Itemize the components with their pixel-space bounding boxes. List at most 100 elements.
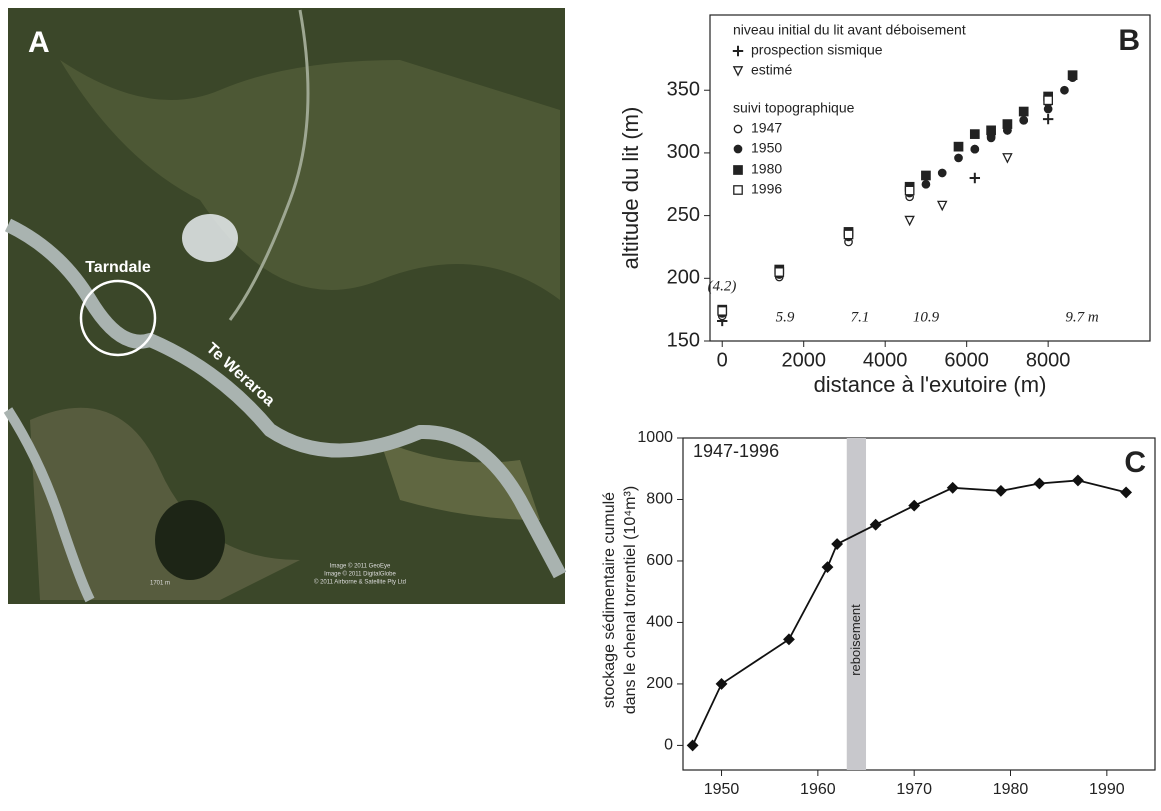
x-tick-label: 6000: [944, 349, 989, 371]
y-tick-label: 600: [646, 552, 673, 569]
data-point: [831, 538, 844, 550]
marker: [717, 306, 728, 316]
cloud: [182, 214, 238, 262]
marker: [986, 125, 996, 136]
x-tick-label: 0: [717, 349, 728, 371]
panel-label: A: [28, 26, 50, 59]
marker: [921, 179, 931, 189]
legend-marker: [733, 165, 743, 175]
x-tick-label: 1950: [704, 781, 740, 798]
x-tick-label: 2000: [781, 349, 826, 371]
y-tick-label: 300: [667, 141, 700, 163]
legend-marker: [733, 124, 743, 134]
annotation: 9.7 m: [1065, 309, 1099, 325]
terrain: [60, 60, 560, 300]
data-point: [1072, 474, 1084, 487]
annotation: 10.9: [913, 309, 940, 325]
annotation: (4.2): [708, 278, 737, 294]
marker: [1060, 85, 1069, 95]
y-tick-label: 200: [667, 267, 700, 289]
marker: [774, 267, 785, 277]
terrain: [30, 407, 300, 600]
marker: [1002, 153, 1013, 164]
y-tick-label: 1000: [637, 429, 673, 446]
data-point: [783, 633, 795, 646]
marker: [953, 141, 964, 152]
x-tick-label: 8000: [1026, 349, 1071, 371]
y-axis-title: altitude du lit (m): [618, 107, 643, 270]
marker: [921, 170, 931, 181]
marker: [904, 185, 915, 196]
data-point: [869, 518, 882, 531]
data-point: [946, 481, 959, 494]
shadow: [155, 500, 225, 580]
place-label: Tarndale: [85, 259, 151, 276]
y-tick-label: 350: [667, 79, 700, 101]
y-tick-label: 800: [646, 491, 673, 508]
credit: Image © 2011 GeoEye: [330, 563, 391, 570]
plot-frame: [709, 14, 1151, 342]
shaded-band: [846, 438, 867, 770]
panel-label: B: [1118, 24, 1140, 57]
satellite-image: A Tarndale Te Weraroa 1701 m Image © 201…: [3, 8, 567, 604]
road: [228, 9, 310, 321]
highlight-circle: [79, 279, 157, 357]
marker: [936, 200, 948, 212]
scale-label: 1701 m: [150, 581, 170, 587]
annotation: 5.9: [776, 309, 795, 325]
marker: [986, 133, 996, 143]
data-point: [994, 484, 1007, 497]
plot-frame: [682, 437, 1156, 771]
y-tick-label: 400: [646, 614, 673, 631]
legend-title: niveau initial du lit avant déboisement: [733, 22, 966, 38]
x-axis-title: distance à l'exutoire (m): [814, 372, 1047, 397]
x-tick-label: 1960: [800, 781, 836, 798]
x-tick-label: 1980: [993, 781, 1029, 798]
legend-title: suivi topographique: [733, 100, 855, 116]
marker: [1018, 106, 1029, 117]
x-tick-label: 1990: [1089, 781, 1125, 798]
legend-label: 1950: [751, 140, 782, 156]
data-line: [691, 479, 1127, 746]
y-axis-title: dans le chenal torrentiel (10⁴m³): [622, 486, 639, 714]
river: [3, 407, 95, 603]
marker: [970, 144, 980, 154]
marker: [1002, 119, 1013, 129]
data-point: [1120, 486, 1133, 499]
y-axis-title: stockage sédimentaire cumulé: [601, 492, 618, 708]
credit: Image © 2011 DigitalGlobe: [324, 571, 396, 578]
legend-label: 1996: [751, 181, 782, 197]
marker: [1043, 104, 1053, 114]
y-tick-label: 250: [667, 204, 700, 226]
marker: [969, 129, 980, 139]
data-point: [1033, 477, 1046, 490]
band-label: reboisement: [848, 604, 863, 676]
credit: © 2011 Airborne & Satellite Pty Ltd: [314, 579, 406, 586]
marker: [904, 215, 915, 227]
legend-marker: [733, 185, 743, 195]
x-tick-label: 1970: [896, 781, 932, 798]
terrain: [380, 440, 540, 520]
marker: [843, 229, 854, 240]
legend-label: 1947: [751, 120, 782, 136]
y-tick-label: 150: [667, 329, 700, 351]
legend-marker: [732, 45, 744, 57]
marker: [1019, 115, 1029, 125]
x-tick-label: 4000: [863, 349, 908, 371]
legend-label: estimé: [751, 62, 792, 78]
y-tick-label: 200: [646, 675, 673, 692]
panel-label: C: [1124, 446, 1146, 479]
marker: [1043, 95, 1053, 106]
legend-marker: [733, 144, 743, 154]
legend-marker: [732, 66, 744, 77]
marker: [1067, 70, 1078, 81]
period-label: 1947-1996: [693, 441, 779, 461]
data-point: [908, 499, 921, 512]
marker: [969, 172, 981, 184]
marker: [937, 168, 947, 178]
data-point: [821, 561, 834, 574]
data-point: [686, 739, 699, 752]
marker: [1042, 113, 1054, 125]
marker: [954, 153, 963, 163]
